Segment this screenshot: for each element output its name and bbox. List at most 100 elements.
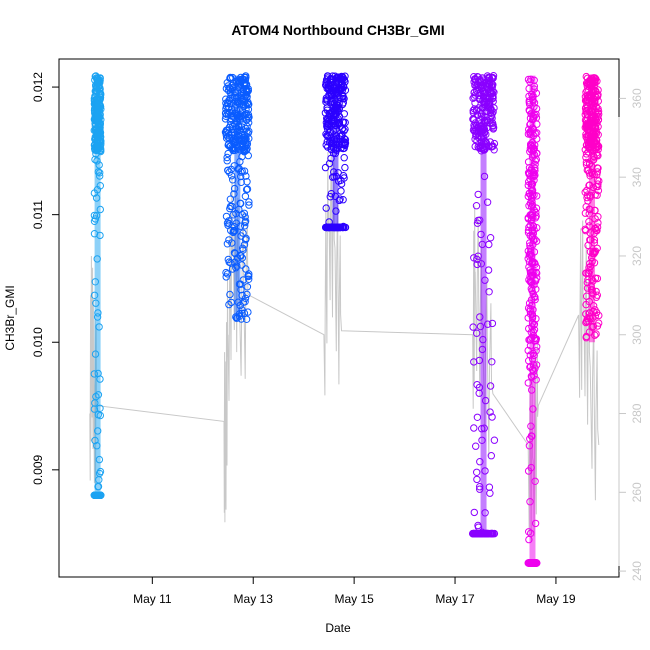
data-point bbox=[223, 219, 232, 227]
data-point bbox=[472, 442, 480, 450]
data-point bbox=[244, 151, 253, 160]
data-point bbox=[223, 270, 232, 278]
data-point bbox=[241, 218, 249, 227]
x-tick-label: May 15 bbox=[334, 592, 374, 606]
data-point bbox=[340, 154, 348, 162]
data-point bbox=[223, 240, 232, 248]
chart-title: ATOM4 Northbound CH3Br_GMI bbox=[231, 22, 444, 38]
data-point bbox=[245, 275, 253, 283]
data-point bbox=[339, 144, 347, 153]
data-point bbox=[341, 223, 349, 232]
data-point bbox=[241, 298, 249, 306]
data-point bbox=[222, 95, 230, 103]
series-flight-4 bbox=[469, 72, 499, 538]
series-flight-6 bbox=[581, 72, 603, 343]
data-point bbox=[222, 126, 231, 135]
data-point bbox=[486, 382, 495, 390]
data-point bbox=[581, 209, 590, 217]
data-point bbox=[471, 142, 479, 151]
data-point bbox=[226, 108, 234, 117]
data-point bbox=[226, 195, 235, 203]
y-tick-label: 0.012 bbox=[31, 72, 45, 102]
data-point bbox=[470, 508, 478, 517]
data-point bbox=[223, 157, 231, 165]
data-point bbox=[241, 294, 250, 302]
data-point bbox=[339, 93, 347, 101]
data-point bbox=[243, 178, 251, 186]
data-point bbox=[322, 204, 330, 212]
data-point bbox=[245, 270, 253, 278]
data-point bbox=[340, 110, 348, 118]
data-point bbox=[244, 115, 252, 123]
data-point bbox=[243, 283, 252, 291]
data-point bbox=[321, 163, 330, 172]
data-point bbox=[242, 116, 251, 124]
data-point bbox=[595, 311, 603, 320]
data-point bbox=[225, 236, 233, 244]
data-point bbox=[244, 308, 252, 316]
data-point bbox=[490, 436, 499, 444]
data-point bbox=[473, 329, 481, 337]
data-point bbox=[488, 319, 497, 328]
y2-tick-label: 240 bbox=[630, 561, 644, 581]
data-point bbox=[245, 198, 253, 206]
data-point bbox=[488, 358, 496, 366]
series-flight-5 bbox=[524, 75, 541, 567]
data-point bbox=[240, 209, 249, 218]
data-point bbox=[240, 80, 248, 89]
secondary-line-layer bbox=[89, 143, 600, 542]
y2-tick-label: 280 bbox=[630, 403, 644, 423]
data-point bbox=[226, 89, 235, 97]
x-tick-label: May 17 bbox=[435, 592, 475, 606]
data-point bbox=[581, 93, 590, 101]
data-point bbox=[488, 84, 496, 92]
data-point bbox=[582, 269, 590, 277]
data-point bbox=[486, 408, 494, 416]
data-point bbox=[469, 106, 477, 115]
data-point bbox=[242, 80, 251, 89]
data-point bbox=[470, 254, 478, 262]
data-point bbox=[339, 172, 348, 180]
data-point bbox=[338, 125, 347, 133]
data-point bbox=[490, 88, 498, 97]
data-point bbox=[339, 196, 347, 204]
data-point bbox=[241, 76, 250, 84]
y2-tick-label: 340 bbox=[630, 167, 644, 187]
y2-tick-label: 320 bbox=[630, 246, 644, 266]
y2-tick-label: 360 bbox=[630, 88, 644, 108]
data-point bbox=[486, 489, 494, 497]
data-point bbox=[225, 103, 233, 111]
data-point bbox=[243, 290, 251, 299]
data-point bbox=[470, 127, 479, 135]
data-point bbox=[245, 272, 253, 281]
data-point bbox=[244, 105, 253, 114]
data-point bbox=[226, 290, 234, 299]
series-flight-1 bbox=[90, 72, 105, 499]
data-point bbox=[341, 78, 349, 86]
data-point bbox=[341, 163, 349, 172]
data-point bbox=[469, 323, 477, 331]
data-point bbox=[222, 268, 230, 277]
data-point bbox=[470, 424, 478, 432]
data-point bbox=[224, 255, 233, 264]
data-point bbox=[241, 236, 250, 244]
data-point bbox=[488, 80, 496, 88]
data-point bbox=[469, 115, 477, 123]
data-point bbox=[225, 300, 233, 309]
data-point bbox=[581, 225, 589, 234]
data-point bbox=[240, 130, 249, 139]
data-point bbox=[224, 140, 233, 149]
data-point bbox=[225, 217, 233, 225]
data-point bbox=[244, 111, 253, 119]
data-point bbox=[324, 143, 332, 151]
data-point bbox=[223, 153, 231, 162]
x-tick-label: May 19 bbox=[536, 592, 576, 606]
data-point bbox=[239, 89, 248, 98]
data-point bbox=[240, 167, 249, 175]
data-point bbox=[322, 223, 330, 232]
data-point bbox=[473, 260, 481, 269]
y2-tick-label: 260 bbox=[630, 482, 644, 502]
data-point bbox=[243, 88, 251, 97]
data-point bbox=[473, 137, 481, 145]
data-points-layer bbox=[90, 72, 603, 567]
